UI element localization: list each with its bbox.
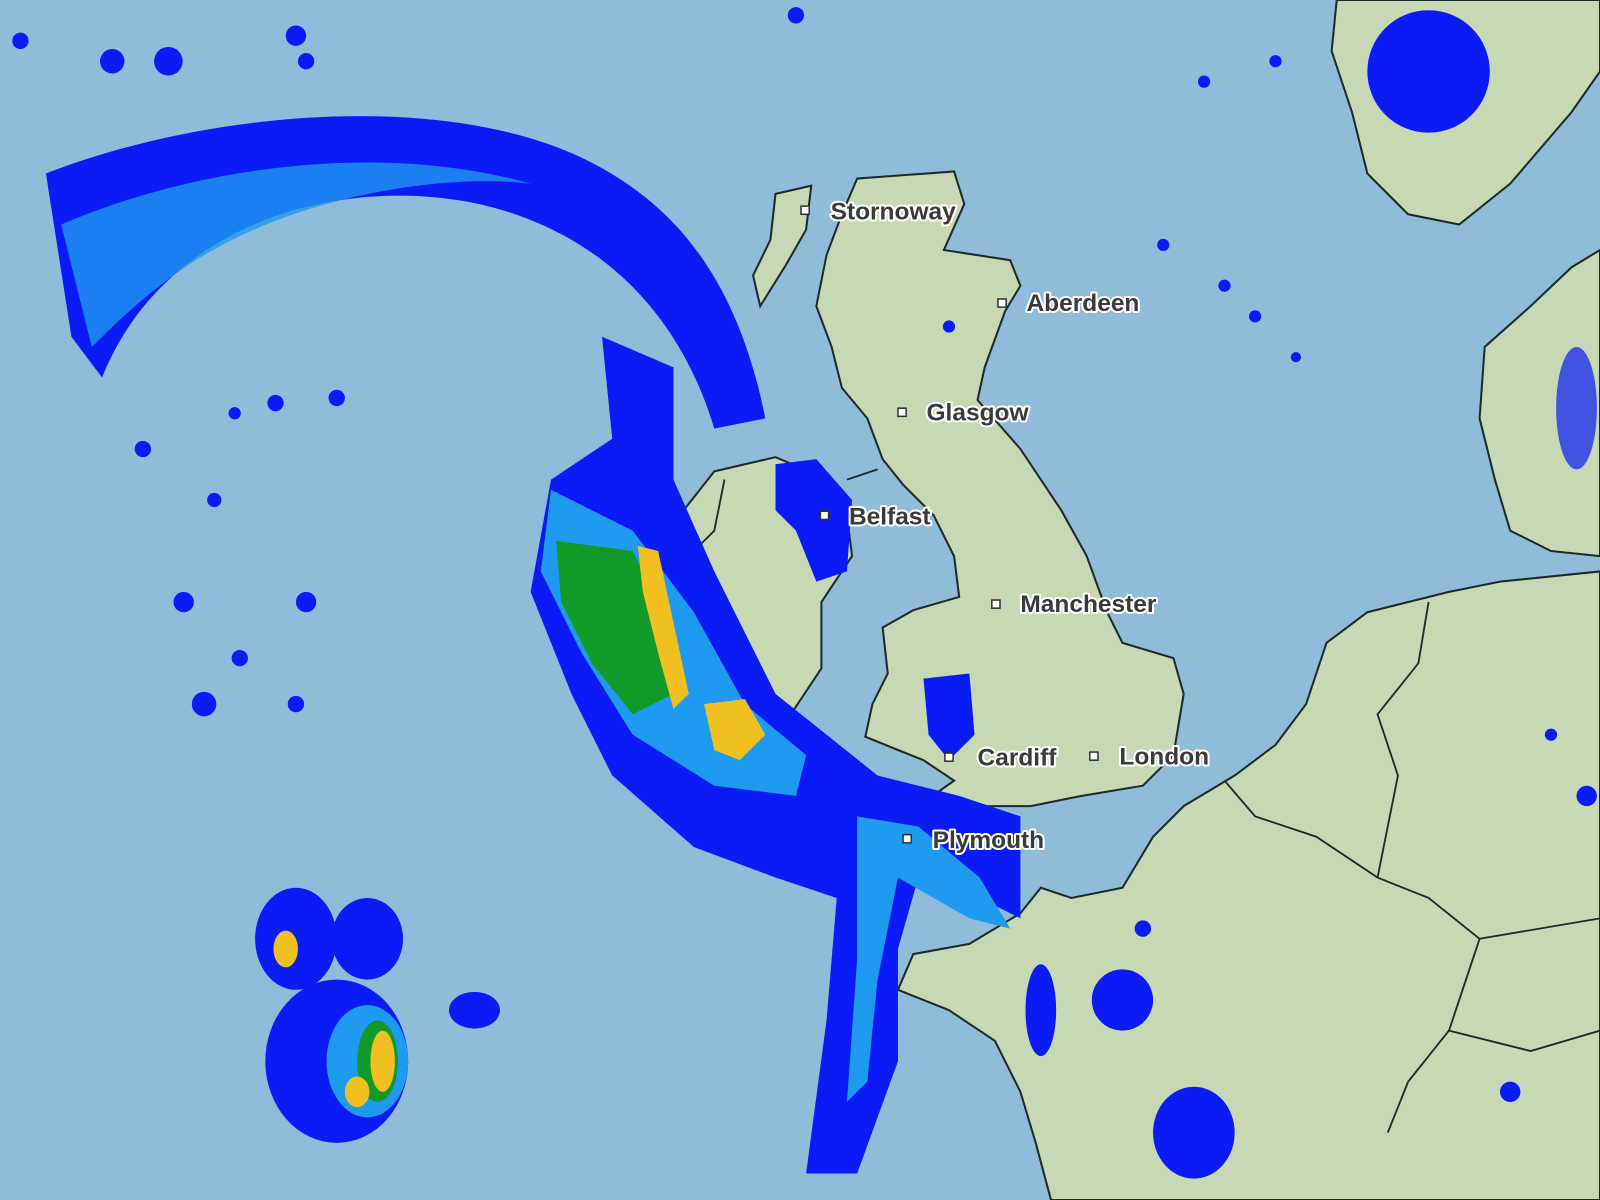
rain-celtic-sea-very-heavy <box>704 698 766 761</box>
rain-northern-ireland <box>775 459 853 582</box>
rain-cells-southwest <box>255 887 500 1143</box>
city-cardiff[interactable]: Cardiff <box>944 742 1059 773</box>
city-marker-icon <box>991 599 1001 609</box>
city-london[interactable]: London <box>1089 741 1211 772</box>
city-aberdeen[interactable]: Aberdeen <box>997 288 1141 319</box>
city-marker-icon <box>897 407 907 418</box>
city-markers: Stornoway Aberdeen Glasgow Belfast Manch… <box>800 196 1211 856</box>
rain-band-arc-moderate <box>61 162 531 347</box>
city-marker-icon <box>800 205 810 216</box>
city-marker-icon <box>902 833 912 844</box>
city-stornoway[interactable]: Stornoway <box>800 196 958 227</box>
land-layer <box>611 0 1600 1200</box>
country-borders <box>662 468 1600 1133</box>
land-continent <box>896 570 1600 1200</box>
city-marker-icon <box>997 298 1007 308</box>
city-plymouth[interactable]: Plymouth <box>902 825 1046 856</box>
city-label: Belfast <box>849 503 931 530</box>
city-marker-icon <box>1089 751 1099 761</box>
city-glasgow[interactable]: Glasgow <box>897 397 1032 428</box>
city-label: Manchester <box>1020 591 1156 618</box>
land-denmark <box>1478 248 1600 558</box>
city-label: Stornoway <box>831 198 956 225</box>
land-hebrides <box>751 184 813 309</box>
city-manchester[interactable]: Manchester <box>991 589 1159 620</box>
rain-wales <box>923 673 975 761</box>
rain-southwest-moderate <box>846 816 1011 1103</box>
city-marker-icon <box>944 752 954 762</box>
rain-scattered-showers <box>12 7 1597 1103</box>
city-label: Cardiff <box>978 744 1058 771</box>
city-marker-icon <box>819 510 830 521</box>
city-label: Plymouth <box>933 827 1044 854</box>
city-label: Glasgow <box>927 399 1030 426</box>
rain-cells-continent <box>1025 10 1597 1179</box>
city-belfast[interactable]: Belfast <box>819 501 933 533</box>
city-label: Aberdeen <box>1027 290 1140 317</box>
rain-ireland-very-heavy <box>637 545 689 710</box>
radar-precipitation-layer <box>12 7 1597 1179</box>
city-label: London <box>1119 743 1209 770</box>
